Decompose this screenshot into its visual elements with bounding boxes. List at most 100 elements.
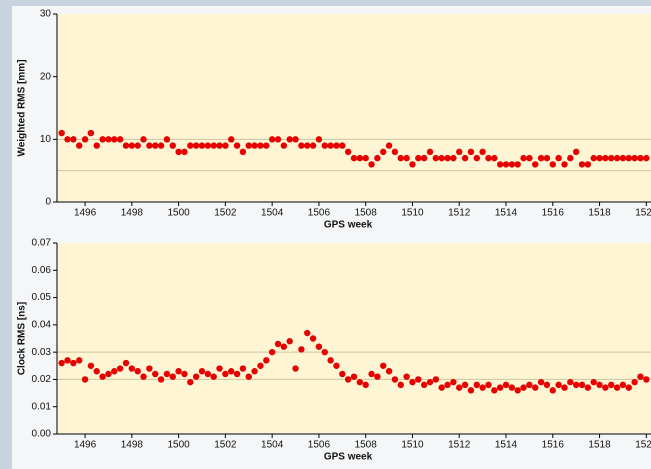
data-point — [473, 381, 480, 389]
y-tick-label: 30 — [40, 9, 52, 20]
x-tick-label: 1518 — [588, 208, 611, 219]
data-point — [514, 161, 521, 168]
y-axis-label: Clock RMS [ns] — [17, 302, 28, 375]
data-point — [105, 136, 112, 143]
data-point — [222, 370, 229, 378]
data-point — [222, 142, 229, 149]
data-point — [251, 142, 258, 149]
data-point — [374, 373, 381, 380]
data-point — [520, 384, 527, 391]
data-point — [76, 142, 83, 149]
data-point — [70, 136, 77, 143]
data-point — [210, 373, 217, 380]
data-point — [140, 136, 147, 143]
x-tick-label: 1498 — [121, 208, 144, 219]
data-point — [292, 365, 299, 372]
data-point — [327, 357, 334, 364]
data-point — [339, 142, 346, 149]
data-point — [239, 148, 247, 156]
data-point — [631, 378, 638, 386]
data-point — [572, 148, 580, 156]
data-point — [391, 376, 399, 383]
data-point — [298, 142, 305, 149]
data-point — [532, 161, 539, 168]
data-point — [537, 378, 545, 386]
data-point — [58, 359, 65, 367]
data-point — [514, 387, 521, 394]
x-tick-label: 1514 — [495, 208, 518, 219]
data-point — [268, 136, 276, 143]
y-tick-label: 10 — [40, 134, 52, 145]
data-point — [228, 136, 235, 143]
data-point — [491, 387, 498, 394]
data-point — [362, 154, 369, 162]
data-point — [280, 343, 288, 350]
data-point — [163, 370, 171, 378]
y-tick-label: 20 — [40, 71, 52, 82]
data-point — [321, 348, 328, 356]
data-point — [304, 142, 311, 149]
data-point — [368, 161, 375, 168]
data-point — [572, 381, 580, 389]
data-point — [70, 359, 77, 367]
data-point — [64, 136, 71, 143]
data-point — [415, 154, 422, 162]
data-point — [245, 373, 252, 380]
x-tick-label: 1510 — [401, 440, 424, 451]
data-point — [397, 381, 404, 389]
data-point — [467, 148, 475, 156]
data-point — [643, 154, 650, 162]
data-point — [58, 129, 65, 137]
data-point — [187, 142, 194, 149]
data-point — [169, 142, 176, 149]
data-point — [263, 357, 270, 364]
data-point — [87, 362, 95, 369]
data-point — [508, 161, 516, 168]
y-tick-label: 0 — [45, 197, 51, 208]
data-point — [444, 154, 451, 162]
data-point — [543, 154, 551, 162]
data-point — [613, 384, 621, 391]
data-point — [380, 148, 387, 156]
data-point — [479, 148, 486, 156]
x-tick-label: 1500 — [167, 440, 190, 451]
x-tick-label: 1512 — [448, 440, 471, 451]
y-tick-label: 0.00 — [32, 429, 52, 440]
data-point — [380, 362, 387, 369]
data-point — [578, 381, 586, 389]
data-point — [122, 359, 130, 367]
data-point — [432, 154, 440, 162]
data-point — [81, 136, 89, 143]
data-point — [210, 142, 217, 149]
data-point — [122, 142, 130, 149]
data-point — [198, 142, 206, 149]
data-point — [502, 161, 510, 168]
x-tick-label: 1506 — [308, 208, 331, 219]
y-tick-label: 0.05 — [32, 292, 52, 303]
data-point — [467, 387, 475, 394]
x-tick-label: 1500 — [167, 208, 190, 219]
data-point — [420, 154, 428, 162]
data-point — [134, 142, 141, 149]
data-point — [356, 378, 364, 386]
data-point — [309, 335, 317, 342]
data-point — [456, 384, 463, 391]
data-point — [374, 154, 381, 162]
data-point — [181, 370, 188, 378]
y-tick-label: 0.01 — [32, 401, 52, 412]
data-point — [391, 148, 399, 156]
data-point — [239, 365, 247, 372]
x-tick-label: 1496 — [74, 440, 97, 451]
data-point — [409, 378, 416, 386]
y-tick-label: 0.06 — [32, 265, 52, 276]
y-tick-label: 0.04 — [32, 319, 52, 330]
data-point — [128, 365, 136, 372]
data-point — [461, 381, 469, 389]
data-point — [181, 148, 188, 156]
data-point — [204, 142, 212, 149]
data-point — [532, 384, 539, 391]
data-point — [356, 154, 364, 162]
data-point — [567, 378, 574, 386]
data-point — [596, 381, 603, 389]
data-point — [625, 154, 632, 162]
